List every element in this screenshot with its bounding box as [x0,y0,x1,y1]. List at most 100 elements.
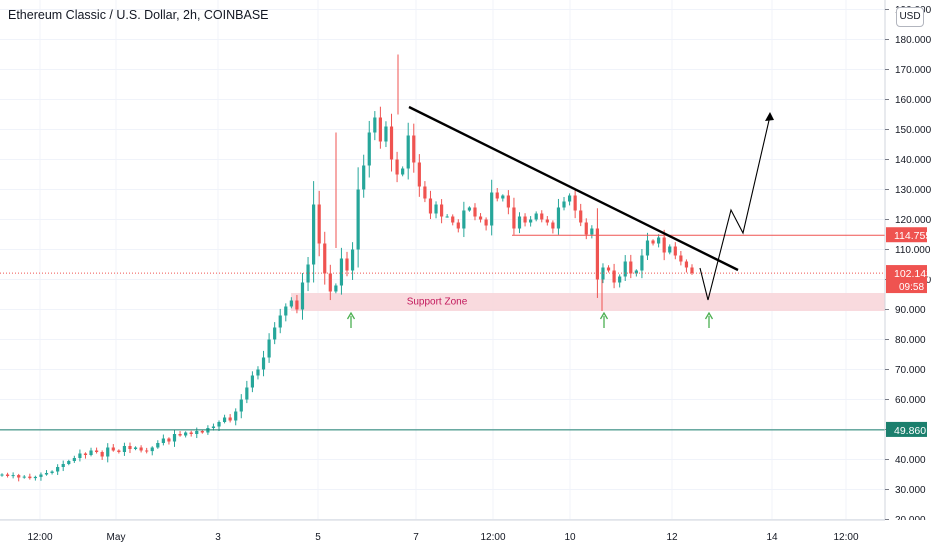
candle [189,430,193,437]
candle [401,166,405,177]
candle-body [567,195,572,202]
candle-body [651,240,655,244]
candle [312,181,316,283]
candle [584,218,588,240]
candle-body [679,255,683,262]
candle [128,442,132,454]
y-tick-label: 30.000 [895,485,926,496]
candle-body [445,216,449,218]
x-tick-label: 3 [215,532,221,543]
candle-body [534,213,538,220]
candle [256,366,260,380]
candle-body [44,473,49,475]
y-tick-label: 180.000 [895,35,932,46]
candle-body [184,432,188,436]
candle-body [529,219,533,223]
candle [373,111,377,141]
candle [412,123,416,173]
candle-body [122,446,127,452]
candle [167,437,171,445]
candle [406,122,410,180]
candle-body [189,432,193,434]
candle-body [295,300,299,310]
candle [467,206,472,212]
candle-body [356,189,360,250]
y-tick-label: 170.000 [895,65,932,76]
candle-body [478,216,483,220]
candle-body [401,168,405,175]
candle-body [323,243,327,274]
candle [456,219,460,233]
candle-body [467,207,472,211]
projection-path [699,115,771,301]
candle [629,254,633,279]
candle-body [629,261,633,274]
candle [356,167,360,268]
candle [362,154,366,198]
candle-body [417,162,421,187]
candle [540,210,544,223]
candle-body [33,476,37,479]
candle-body [573,195,577,211]
candle [11,472,15,479]
candle-body [601,267,605,280]
candle-body [506,195,510,208]
candle [350,242,355,280]
candle-body [512,207,516,229]
candle-body [345,258,349,271]
candle-body [367,132,371,166]
candle [339,247,344,295]
candle-body [156,443,160,448]
currency-button[interactable]: USD [896,7,924,27]
candle-body [384,126,388,142]
candle-body [39,474,43,477]
candle [300,273,305,320]
candle [439,199,444,224]
candle-body [484,219,488,226]
candle [573,189,577,219]
candle-body [56,467,60,472]
candle [317,190,321,257]
candle [94,447,99,454]
x-tick-label: 10 [564,532,576,543]
candle [78,449,82,462]
candle [651,239,655,246]
x-tick-label: 12 [666,532,678,543]
candle [150,446,154,456]
candle [139,445,143,453]
candle-body [222,417,227,422]
resistance-price-label: 114.755 [886,227,931,243]
candle-body [178,434,182,436]
candle-body [545,219,549,223]
candle [478,213,483,223]
last-price-price-label: 102.143 09:58 [886,265,932,294]
candle-body [423,186,427,199]
candle-body [389,126,394,160]
support-zone-label: Support Zone [407,297,468,308]
candle-body [623,261,627,277]
candle [83,452,88,459]
candle-body [256,369,260,376]
candle [551,220,555,234]
candle [501,194,505,202]
candle-body [451,216,455,223]
candle [267,333,271,363]
candle-body [690,267,694,274]
candle-body [61,464,65,467]
chart-title: Ethereum Classic / U.S. Dollar, 2h, COIN… [8,8,269,22]
candle [384,121,388,148]
candle-body [657,237,661,244]
candle [367,120,371,178]
candle [100,450,104,460]
candle [239,394,243,419]
candle-body [217,422,221,427]
candle-body [150,447,154,452]
candle-body [200,431,204,433]
candle [595,208,600,298]
candle [22,475,26,479]
candle [278,308,282,334]
candle-body [312,204,316,265]
candle-body [640,255,644,271]
candle-body [50,471,54,473]
